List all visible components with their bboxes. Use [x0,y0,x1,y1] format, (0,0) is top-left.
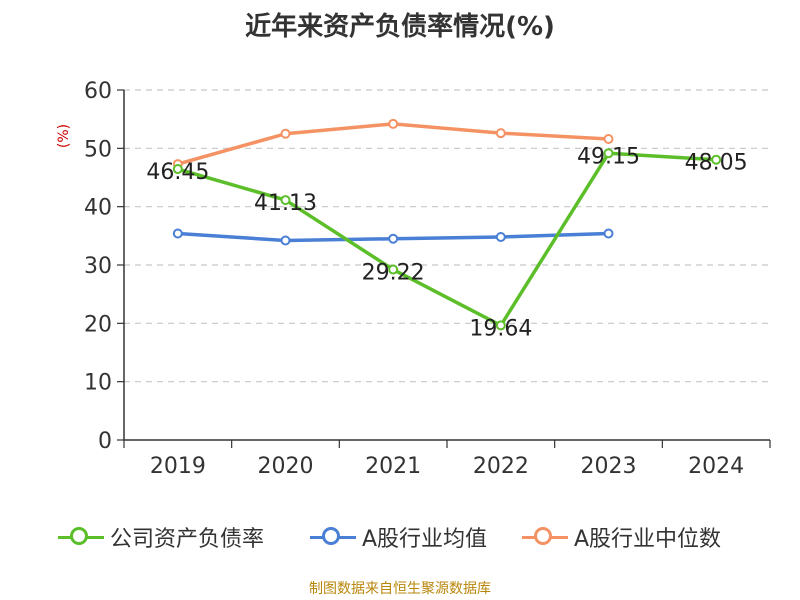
series-line [177,122,609,166]
data-label: 46.45 [146,160,209,185]
data-point [495,320,506,331]
x-tick-label: 2024 [688,454,744,479]
data-label: 41.13 [254,191,317,216]
y-tick-label: 10 [84,371,112,396]
legend-swatch-industry-mean [310,520,356,554]
legend-item-company[interactable]: 公司资产负债率 [58,520,264,554]
data-point [280,128,291,139]
legend-item-industry-mean[interactable]: A股行业均值 [310,520,487,554]
data-point [603,148,614,159]
data-point [172,164,183,175]
legend-label-industry-median: A股行业中位数 [574,527,722,552]
y-tick-label: 40 [84,196,112,221]
series-line [177,151,717,328]
data-label: 49.15 [577,144,640,169]
data-point [172,228,183,239]
data-label: 48.05 [685,151,748,176]
data-point [711,154,722,165]
x-tick-label: 2022 [473,454,529,479]
data-label: 29.22 [362,261,425,286]
legend-swatch-industry-median [522,520,568,554]
legend-swatch-company [58,520,104,554]
data-point [603,228,614,239]
x-tick-label: 2023 [581,454,637,479]
data-point [388,233,399,244]
data-point [388,264,399,275]
data-point [388,118,399,129]
y-tick-label: 30 [84,254,112,279]
data-point [280,195,291,206]
data-source-note: 制图数据来自恒生聚源数据库 [309,581,491,597]
legend-label-company: 公司资产负债率 [110,527,265,552]
legend-item-industry-median[interactable]: A股行业中位数 [522,520,721,554]
legend: 公司资产负债率 A股行业均值 A股行业中位数 [0,520,800,554]
y-tick-label: 50 [84,137,112,162]
data-point [603,134,614,144]
x-tick-label: 2019 [150,454,206,479]
x-tick-label: 2021 [365,454,421,479]
x-tick-label: 2020 [258,454,314,479]
data-point [280,235,291,246]
legend-label-industry-mean: A股行业均值 [362,527,488,552]
data-label: 19.64 [469,316,532,341]
data-point [495,232,506,242]
chart-title: 近年来资产负债率情况(%) [245,12,555,42]
data-point [495,128,506,139]
y-tick-label: 0 [98,429,112,454]
y-tick-label: 20 [84,312,112,337]
y-tick-label: 60 [84,79,112,104]
